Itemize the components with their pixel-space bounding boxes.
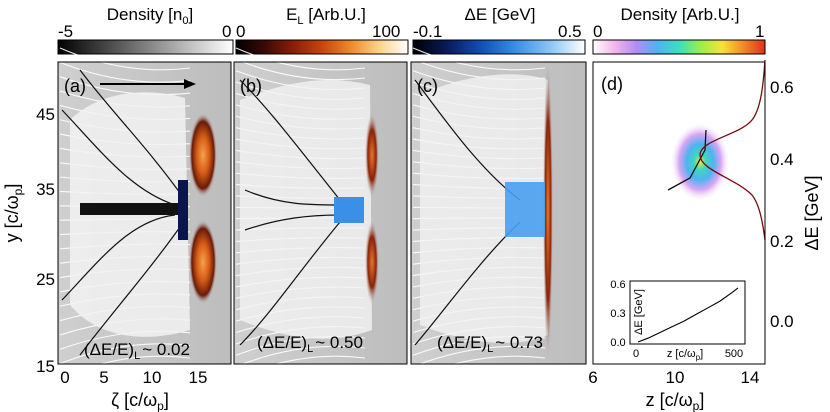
colorbar-density: Density [n0] -5 0 [57, 5, 234, 55]
colorbar-max-laser: 100 [372, 22, 400, 41]
x-axis-z: 6 10 14 z [c/ωp] [588, 368, 759, 412]
colorbar-title-laser: EL [Arb.U.] [286, 5, 366, 27]
panel-a-electron-spike [80, 203, 180, 215]
inset-x-tick-0: 0 [633, 348, 639, 360]
x1-axis-label: ζ [c/ωp] [111, 390, 169, 412]
inset-x-tick-1: 500 [725, 348, 743, 360]
panel-b-letter: (b) [240, 76, 262, 96]
panel-d: (d) 0.6 0.3 0.0 ΔE [GeV] 0 500 z [c/ωp] [592, 59, 766, 365]
wake-fringe [235, 335, 366, 356]
panel-b: (b) (ΔE/E)L ~ 0.50 [233, 47, 408, 379]
wake-fringe [59, 355, 191, 379]
phase-space-centroid [667, 129, 707, 191]
right-tick-0.0: 0.0 [770, 312, 794, 331]
y-tick-45: 45 [36, 105, 55, 124]
y-tick-35: 35 [36, 180, 55, 199]
inset-x-label: z [c/ωp] [667, 348, 703, 362]
colorbar-strip-laser [235, 39, 409, 55]
energy-spectrum-curve [699, 59, 766, 241]
x1-tick-0: 0 [60, 368, 69, 387]
colorbar-phase-density: Density [Arb.U.] 0 1 [592, 5, 766, 55]
panel-a: (a) (ΔE/E)L ~ 0.02 [57, 47, 232, 379]
y-tick-25: 25 [36, 270, 55, 289]
panel-c-annotation: (ΔE/E)L ~ 0.73 [437, 333, 543, 355]
inset-y-tick-1: 0.3 [610, 308, 625, 320]
x1-tick-15: 15 [189, 368, 208, 387]
wake-fringe [412, 47, 546, 71]
right-axis-label: ΔE [GeV] [802, 175, 822, 250]
panel-a-injected-beam [178, 180, 188, 240]
colorbar-max-phase-density: 1 [755, 22, 764, 41]
right-tick-0.2: 0.2 [770, 232, 794, 251]
inset-plot: 0.6 0.3 0.0 ΔE [GeV] 0 500 z [c/ωp] [610, 279, 746, 362]
x4-axis-label: z [c/ωp] [646, 390, 705, 412]
y-axis-right: 0.6 0.4 0.2 0.0 ΔE [GeV] [770, 78, 822, 331]
wake-fringe [235, 47, 366, 71]
colorbar-strip-density [57, 39, 234, 55]
y-tick-15: 15 [36, 357, 55, 376]
colorbar-strip-energy [412, 39, 586, 55]
inset-y-label: ΔE [GeV] [633, 289, 645, 335]
x4-tick-10: 10 [666, 368, 685, 387]
colorbar-laser: EL [Arb.U.] 0 100 [235, 5, 409, 55]
wake-fringe [235, 355, 366, 379]
y-axis-label: y [c/ωp] [2, 184, 25, 243]
y-axis-left: 45 35 25 15 y [c/ωp] [2, 105, 55, 376]
inset-frame [629, 280, 746, 345]
x4-tick-6: 6 [588, 368, 597, 387]
colorbar-max-density: 0 [222, 22, 231, 41]
inset-y-tick-2: 0.0 [610, 337, 625, 349]
inset-energy-line [637, 287, 739, 343]
right-tick-0.6: 0.6 [770, 78, 794, 97]
phase-space-blob [670, 122, 730, 202]
right-tick-0.4: 0.4 [770, 150, 794, 169]
inset-y-tick-0: 0.6 [610, 279, 625, 291]
colorbar-title-density: Density [n0] [107, 5, 193, 27]
panel-b-bubble [240, 80, 372, 339]
wake-fringe [235, 345, 366, 368]
wake-fringe [412, 355, 546, 379]
x-axis-zeta: 0 5 10 15 ζ [c/ωp] [60, 368, 207, 412]
colorbar-min-energy: -0.1 [413, 22, 442, 41]
wake-fringe [59, 47, 191, 71]
panel-a-sheath-lines [61, 69, 186, 356]
panel-c: (c) (ΔE/E)L ~ 0.73 [410, 47, 587, 379]
colorbar-energy: ΔE [GeV] -0.1 0.5 [412, 5, 586, 55]
panel-c-injected-beam [505, 182, 545, 237]
colorbar-strip-phase-density [592, 39, 766, 55]
panel-b-laser-upper [365, 113, 379, 197]
colorbar-title-phase-density: Density [Arb.U.] [620, 5, 739, 24]
panel-a-laser-lower [189, 220, 217, 304]
panel-b-annotation: (ΔE/E)L ~ 0.50 [257, 333, 363, 355]
colorbar-min-phase-density: 0 [593, 22, 602, 41]
panel-a-letter: (a) [64, 76, 86, 96]
panel-b-sheath-lines [239, 79, 341, 346]
panel-a-laser-upper [189, 113, 217, 197]
wake-fringe [235, 58, 366, 81]
panel-c-letter: (c) [417, 76, 438, 96]
x1-tick-5: 5 [99, 368, 108, 387]
colorbar-max-energy: 0.5 [558, 22, 582, 41]
wake-fringe [412, 345, 546, 368]
x1-tick-10: 10 [143, 368, 162, 387]
wake-fringe [59, 61, 191, 83]
panel-b-injected-beam [334, 197, 364, 223]
wake-fringe [59, 76, 191, 96]
panel-c-bubble [420, 74, 548, 343]
colorbar-title-energy: ΔE [GeV] [465, 5, 536, 24]
colorbar-min-laser: 0 [236, 22, 245, 41]
panel-a-annotation: (ΔE/E)L ~ 0.02 [84, 340, 190, 362]
colorbar-min-density: -5 [58, 22, 73, 41]
panel-c-laser [543, 60, 553, 360]
wake-fringe [59, 343, 191, 365]
propagation-arrow-head [184, 79, 196, 89]
panel-d-letter: (d) [601, 74, 623, 94]
panel-b-laser-lower [365, 220, 379, 304]
x4-tick-14: 14 [741, 368, 760, 387]
